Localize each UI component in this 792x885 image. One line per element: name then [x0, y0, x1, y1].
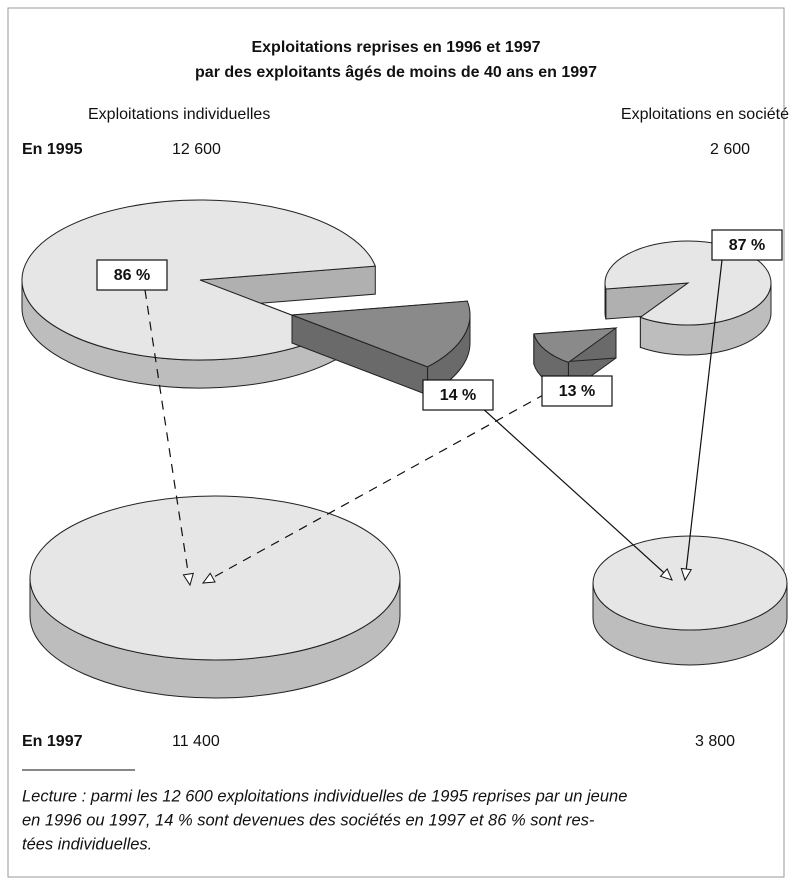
label-box	[541, 375, 613, 407]
top	[592, 535, 788, 631]
label-box	[711, 229, 783, 261]
top	[21, 199, 377, 361]
top	[29, 495, 401, 661]
note-line: Lecture : parmi les 12 600 exploitations…	[22, 787, 627, 805]
count: 3 800	[695, 733, 735, 750]
column-label: Exploitations en société	[621, 106, 789, 123]
pie-slice	[592, 535, 788, 666]
pie-slice	[29, 495, 401, 699]
count: 12 600	[172, 141, 221, 158]
count: 2 600	[710, 141, 750, 158]
percent-label: 13 %	[559, 383, 595, 400]
label-box	[96, 259, 168, 291]
arrow	[144, 289, 194, 587]
top	[291, 300, 471, 368]
percent-label: 14 %	[440, 387, 476, 404]
year-label: En 1995	[22, 141, 83, 158]
arrow	[469, 396, 673, 581]
pie-slice	[21, 199, 377, 389]
percent-label: 87 %	[729, 237, 765, 254]
year-label: En 1997	[22, 733, 83, 750]
note-line: en 1996 ou 1997, 14 % sont devenues des …	[22, 811, 595, 829]
count: 11 400	[172, 733, 220, 750]
arrow	[680, 259, 723, 582]
top	[604, 240, 772, 326]
percent-label: 86 %	[114, 267, 150, 284]
label-box	[422, 379, 494, 411]
pie-slice	[604, 240, 772, 356]
title-line: par des exploitants âgés de moins de 40 …	[195, 64, 597, 81]
frame	[7, 7, 785, 878]
column-label: Exploitations individuelles	[88, 106, 270, 123]
pie-slice	[291, 300, 471, 396]
arrow	[201, 393, 546, 584]
title-line: Exploitations reprises en 1996 et 1997	[251, 39, 540, 56]
top	[533, 327, 618, 363]
note-line: tées individuelles.	[22, 835, 152, 853]
